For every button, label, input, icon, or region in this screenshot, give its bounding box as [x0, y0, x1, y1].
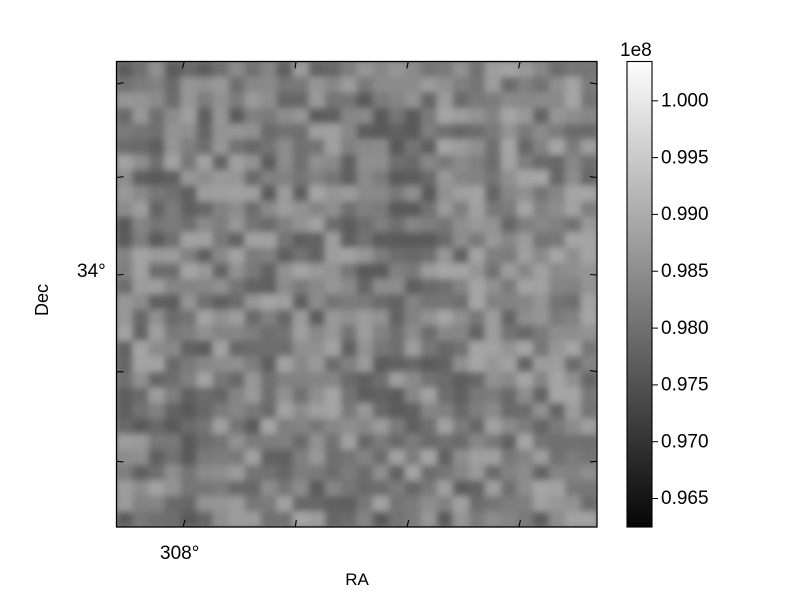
svg-text:0.985: 0.985	[661, 261, 709, 282]
svg-text:34°: 34°	[77, 261, 106, 282]
svg-text:0.995: 0.995	[661, 147, 709, 168]
svg-text:1e8: 1e8	[620, 40, 652, 61]
svg-text:0.965: 0.965	[661, 488, 709, 509]
svg-text:RA: RA	[345, 570, 369, 589]
svg-text:0.990: 0.990	[661, 204, 709, 225]
svg-text:0.970: 0.970	[661, 431, 709, 452]
svg-text:0.980: 0.980	[661, 318, 709, 339]
svg-text:1.000: 1.000	[661, 91, 709, 112]
svg-text:0.975: 0.975	[661, 375, 709, 396]
svg-text:308°: 308°	[160, 543, 199, 564]
svg-text:Dec: Dec	[32, 284, 52, 316]
